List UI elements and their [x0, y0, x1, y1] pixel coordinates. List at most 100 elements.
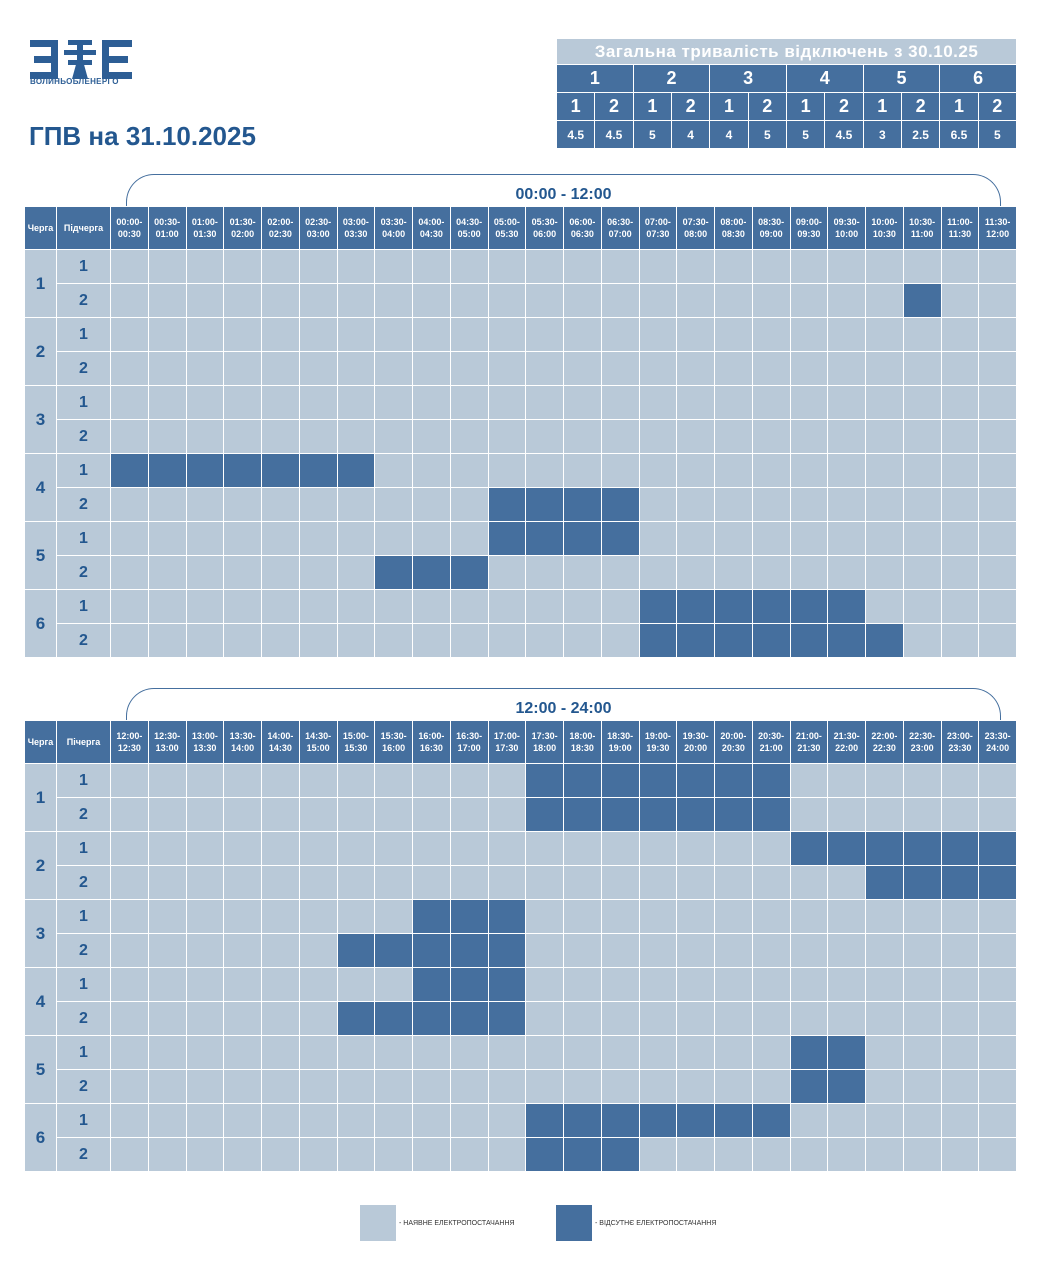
- power-available-cell: [223, 1069, 262, 1104]
- outage-cell: [487, 967, 527, 1002]
- power-available-cell: [374, 521, 413, 556]
- time-slot-header: 03:30- 04:00: [374, 206, 413, 250]
- outage-cell: [412, 555, 451, 590]
- subqueue-column-header: Пічерга: [56, 720, 111, 764]
- subqueue-number: 1: [56, 589, 111, 624]
- power-available-cell: [827, 1103, 866, 1138]
- power-available-cell: [865, 555, 904, 590]
- power-available-cell: [902, 555, 942, 590]
- power-available-cell: [336, 831, 376, 866]
- power-available-cell: [147, 865, 187, 900]
- power-available-cell: [487, 1103, 527, 1138]
- summary-duration-value: 4.5: [824, 120, 864, 149]
- outage-cell: [223, 453, 262, 488]
- power-available-cell: [110, 1137, 149, 1172]
- summary-queue: 5: [862, 64, 941, 93]
- power-available-cell: [902, 385, 942, 420]
- power-available-cell: [638, 419, 678, 454]
- legend-absent: - ВІДСУТНЄ ЕЛЕКТРОПОСТАЧАННЯ: [556, 1205, 716, 1241]
- time-slot-header: 21:30- 22:00: [827, 720, 866, 764]
- power-available-cell: [978, 1035, 1017, 1070]
- power-available-cell: [638, 385, 678, 420]
- power-available-cell: [827, 555, 866, 590]
- power-available-cell: [563, 623, 602, 658]
- outage-cell: [525, 763, 564, 798]
- power-available-cell: [374, 317, 413, 352]
- power-available-cell: [865, 351, 904, 386]
- power-available-cell: [978, 249, 1017, 284]
- power-available-cell: [374, 763, 413, 798]
- power-available-cell: [978, 1137, 1017, 1172]
- power-available-cell: [714, 933, 753, 968]
- power-available-cell: [110, 249, 149, 284]
- outage-cell: [412, 933, 451, 968]
- outage-cell: [865, 865, 904, 900]
- power-available-cell: [751, 555, 791, 590]
- power-available-cell: [147, 351, 187, 386]
- power-available-cell: [336, 351, 376, 386]
- power-available-cell: [638, 899, 678, 934]
- power-available-cell: [563, 385, 602, 420]
- power-available-cell: [714, 283, 753, 318]
- power-available-cell: [487, 555, 527, 590]
- power-available-cell: [110, 1103, 149, 1138]
- power-available-cell: [789, 865, 829, 900]
- power-available-cell: [940, 899, 980, 934]
- power-available-cell: [902, 419, 942, 454]
- power-available-cell: [110, 1001, 149, 1036]
- power-available-cell: [902, 249, 942, 284]
- power-available-cell: [374, 589, 413, 624]
- power-available-cell: [525, 249, 564, 284]
- power-available-cell: [449, 865, 489, 900]
- outage-cell: [600, 1103, 640, 1138]
- power-available-cell: [487, 419, 527, 454]
- subqueue-number: 2: [56, 419, 111, 454]
- power-available-cell: [940, 521, 980, 556]
- power-available-cell: [940, 419, 980, 454]
- power-available-cell: [714, 1069, 753, 1104]
- power-available-cell: [676, 487, 715, 522]
- power-available-cell: [563, 419, 602, 454]
- legend-available: - НАЯВНЕ ЕЛЕКТРОПОСТАЧАННЯ: [360, 1205, 515, 1241]
- power-available-cell: [789, 385, 829, 420]
- power-available-cell: [978, 797, 1017, 832]
- power-available-cell: [374, 797, 413, 832]
- summary-queue: 6: [939, 64, 1017, 93]
- power-available-cell: [751, 865, 791, 900]
- power-available-cell: [563, 899, 602, 934]
- power-available-cell: [449, 589, 489, 624]
- power-available-cell: [525, 933, 564, 968]
- outage-cell: [412, 1001, 451, 1036]
- power-available-cell: [525, 385, 564, 420]
- power-available-cell: [789, 283, 829, 318]
- power-available-cell: [563, 317, 602, 352]
- queue-number: 2: [24, 831, 57, 900]
- power-available-cell: [940, 317, 980, 352]
- power-available-cell: [751, 1001, 791, 1036]
- power-available-cell: [789, 521, 829, 556]
- time-slot-header: 00:00- 00:30: [110, 206, 149, 250]
- power-available-cell: [298, 487, 338, 522]
- subqueue-number: 2: [56, 351, 111, 386]
- power-available-cell: [261, 899, 300, 934]
- outage-cell: [563, 521, 602, 556]
- power-available-cell: [827, 1137, 866, 1172]
- power-available-cell: [940, 1103, 980, 1138]
- power-available-cell: [261, 1001, 300, 1036]
- time-slot-header: 05:00- 05:30: [487, 206, 527, 250]
- power-available-cell: [336, 1069, 376, 1104]
- power-available-cell: [940, 555, 980, 590]
- power-available-cell: [412, 453, 451, 488]
- power-available-cell: [638, 351, 678, 386]
- time-slot-header: 08:30- 09:00: [751, 206, 791, 250]
- outage-cell: [865, 623, 904, 658]
- power-available-cell: [487, 317, 527, 352]
- grid-header-row: Черга Підчерга 00:00- 00:30 00:30- 01:00 01:…: [24, 206, 1017, 250]
- outage-cell: [714, 763, 753, 798]
- power-available-cell: [147, 1069, 187, 1104]
- power-available-cell: [525, 1035, 564, 1070]
